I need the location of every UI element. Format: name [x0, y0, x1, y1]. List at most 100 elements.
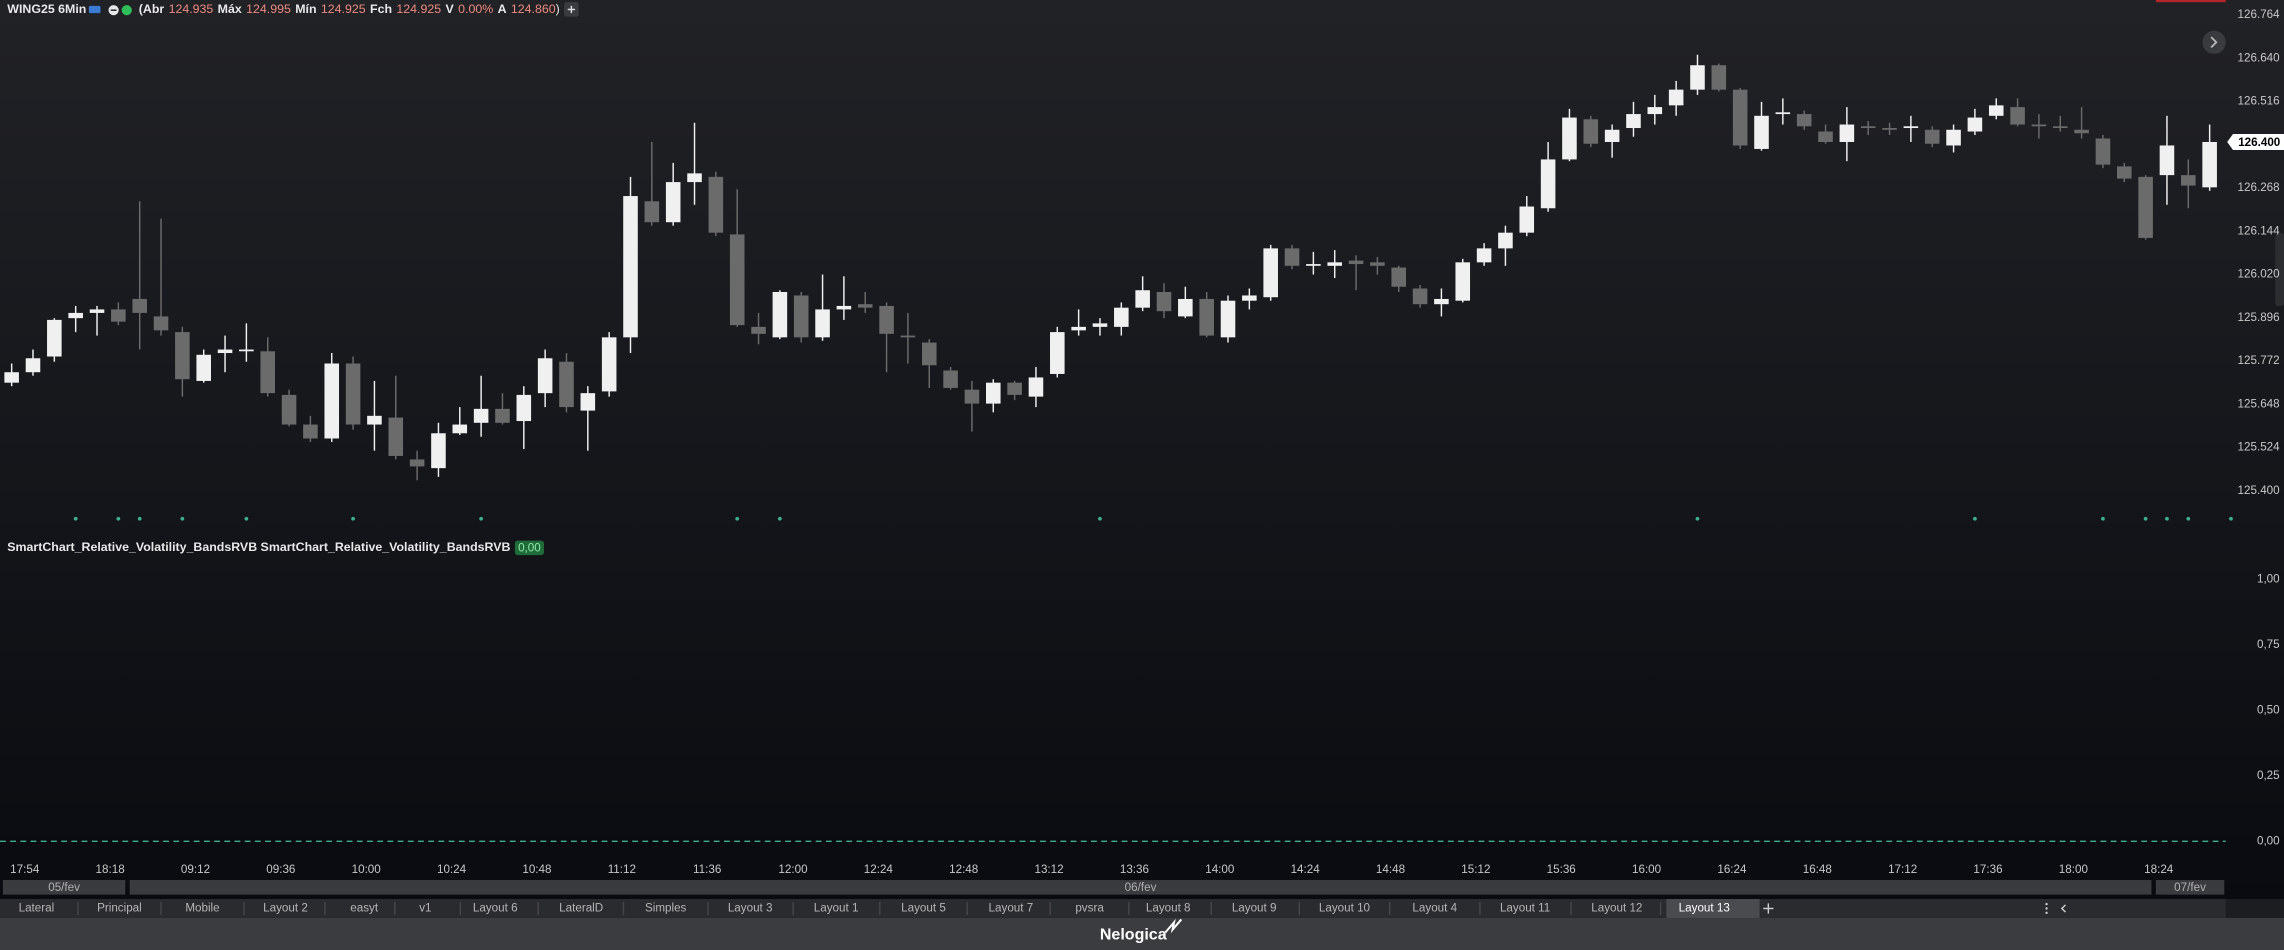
x-tick-label: 10:00: [352, 863, 382, 876]
candle-body: [260, 351, 276, 394]
y-tick-label: 126.268: [2238, 181, 2280, 194]
tab[interactable]: LateralD: [559, 902, 603, 915]
last-price-label: 126.400: [2238, 136, 2280, 149]
candle-body: [68, 312, 83, 319]
candle-body: [153, 316, 169, 331]
tab[interactable]: Simples: [645, 902, 687, 915]
quote-value: 124.935: [169, 2, 214, 16]
signal-marker: [735, 516, 740, 521]
candle-body: [2052, 126, 2068, 129]
tab[interactable]: Layout 8: [1146, 902, 1191, 915]
candle-body: [2010, 107, 2025, 125]
candle-body: [1028, 377, 1044, 397]
add-button[interactable]: [564, 2, 579, 17]
candle-body: [644, 201, 660, 223]
x-tick-label: 16:00: [1632, 863, 1662, 876]
scroll-left-icon[interactable]: [2060, 904, 2067, 913]
candle-body: [1476, 248, 1492, 263]
tab[interactable]: Layout 1: [814, 902, 859, 915]
brand-name: Nelogica: [1100, 926, 1168, 944]
menu-icon[interactable]: [2045, 907, 2048, 910]
nav-button[interactable]: [2202, 30, 2226, 54]
quote-label: Mín: [295, 2, 316, 16]
side-handle[interactable]: [2275, 233, 2284, 306]
x-tick-label: 15:12: [1461, 863, 1490, 876]
candle-body: [89, 309, 105, 313]
candle-body: [921, 342, 937, 366]
candle-body: [1284, 248, 1300, 266]
quote-label: Máx: [218, 2, 242, 16]
candle-body: [1199, 298, 1214, 336]
y-tick-label: 125.648: [2238, 397, 2280, 410]
date-label: 06/fev: [1125, 881, 1157, 894]
tab[interactable]: Layout 3: [728, 902, 773, 915]
y-tick-label: 126.764: [2238, 8, 2281, 21]
menu-icon[interactable]: [2045, 911, 2048, 915]
candle-body: [900, 335, 916, 338]
date-label: 05/fev: [48, 881, 80, 894]
tab[interactable]: Layout 13: [1679, 902, 1730, 915]
tab[interactable]: Layout 5: [901, 902, 946, 915]
quote-value: 124.925: [396, 2, 441, 16]
x-tick-label: 09:36: [266, 863, 295, 876]
signal-marker: [1973, 516, 1977, 521]
x-tick-label: 11:36: [693, 863, 721, 876]
candle-body: [729, 234, 745, 326]
tab[interactable]: Layout 11: [1500, 902, 1550, 915]
candle-body: [1306, 264, 1321, 266]
y-tick-label: 1,00: [2257, 572, 2280, 585]
x-tick-label: 12:24: [864, 863, 894, 876]
tab[interactable]: Lateral: [19, 902, 55, 915]
nav-circle[interactable]: [2202, 30, 2226, 54]
candle-body: [2074, 129, 2089, 134]
signal-marker: [244, 516, 249, 521]
y-tick-label: 126.516: [2238, 95, 2280, 108]
tab[interactable]: Layout 7: [989, 902, 1034, 915]
x-tick-label: 17:12: [1888, 863, 1917, 876]
candle-body: [1156, 291, 1172, 312]
candle-body: [2202, 141, 2217, 188]
candle-body: [1903, 126, 1919, 129]
signal-marker: [116, 516, 121, 521]
indicator-title: SmartChart_Relative_Volatility_BandsRVB …: [7, 540, 510, 554]
candle-body: [1498, 232, 1513, 249]
x-tick-label: 14:00: [1205, 863, 1235, 876]
tab[interactable]: v1: [419, 902, 431, 915]
tab[interactable]: Layout 2: [263, 902, 308, 915]
tab[interactable]: Layout 6: [473, 902, 518, 915]
candle-body: [1647, 107, 1663, 115]
date-segment: [2155, 880, 2225, 895]
candle-body: [793, 295, 809, 338]
signal-marker: [2101, 516, 2105, 521]
candle-body: [687, 173, 702, 183]
y-tick-label: 125.524: [2238, 441, 2281, 454]
y-tick-label: 126.640: [2238, 51, 2281, 64]
tab[interactable]: Principal: [97, 902, 142, 915]
tab[interactable]: Mobile: [185, 902, 219, 915]
tab[interactable]: Layout 9: [1232, 902, 1277, 915]
x-tick-label: 14:48: [1376, 863, 1405, 876]
signal-marker: [479, 516, 484, 521]
candle-body: [2138, 176, 2153, 238]
candle-body: [1604, 129, 1620, 142]
candle-body: [559, 361, 574, 408]
quote-value: 124.995: [246, 2, 291, 16]
menu-icon[interactable]: [2045, 902, 2048, 906]
candle-body: [1092, 323, 1108, 327]
indicator-value: 0,00: [518, 542, 541, 555]
tab[interactable]: Layout 10: [1319, 902, 1371, 915]
tab[interactable]: easyt: [350, 902, 379, 915]
x-tick-label: 09:12: [181, 863, 210, 876]
quote-value: 124.860: [511, 2, 556, 16]
y-tick-label: 0,25: [2257, 769, 2280, 782]
tab[interactable]: pvsra: [1075, 902, 1104, 915]
candle-body: [111, 309, 126, 322]
tab[interactable]: Layout 12: [1591, 902, 1642, 915]
candle-body: [2159, 145, 2175, 176]
tab[interactable]: Layout 4: [1412, 902, 1457, 915]
footer-bar: [0, 917, 2284, 950]
active-tab[interactable]: [1666, 899, 1760, 918]
candle-body: [217, 349, 233, 354]
candle-body: [1860, 126, 1876, 129]
